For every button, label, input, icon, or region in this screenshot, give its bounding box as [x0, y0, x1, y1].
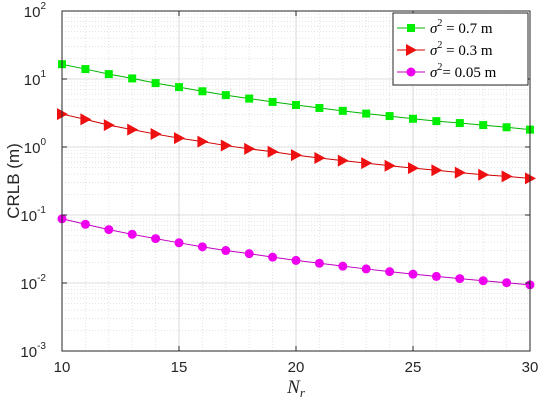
legend-label: σ2 = 0.3 m: [430, 40, 493, 59]
data-point: [197, 242, 207, 252]
data-point: [432, 117, 441, 126]
legend-marker: [406, 67, 416, 77]
legend-label: σ2 = 0.7 m: [430, 18, 493, 37]
data-point: [314, 151, 326, 164]
data-point: [408, 269, 418, 279]
data-point: [268, 252, 278, 262]
data-point: [198, 87, 207, 96]
legend-marker: [406, 44, 417, 56]
data-point: [431, 164, 443, 177]
series-1: [58, 60, 534, 134]
y-tick-label: 10-1: [20, 205, 46, 225]
data-point: [197, 135, 209, 148]
legend-entry: σ2 = 0.3 m: [397, 40, 493, 59]
data-point: [408, 162, 419, 175]
y-tick-label: 102: [24, 1, 47, 21]
data-point: [314, 258, 324, 268]
x-tick-labels: 10 15 20 25 30: [54, 11, 539, 376]
y-tick-labels: 10-3 10-2 10-1 100 101 102: [20, 1, 530, 361]
x-axis-label: Nr: [286, 377, 306, 400]
data-point: [361, 157, 373, 170]
data-point: [244, 142, 256, 155]
data-point: [338, 261, 348, 271]
data-point: [245, 94, 254, 103]
data-point: [267, 145, 279, 158]
data-point: [103, 119, 115, 132]
legend-marker: [407, 24, 415, 32]
data-point: [81, 65, 90, 74]
x-tick-label: 25: [405, 359, 422, 376]
data-point: [501, 170, 513, 183]
data-point: [478, 276, 488, 286]
data-point: [104, 225, 114, 235]
x-tick-label: 30: [522, 359, 539, 376]
data-point: [409, 114, 417, 123]
data-point: [384, 159, 396, 172]
y-tick-label: 10-3: [20, 341, 46, 361]
data-point: [128, 74, 137, 83]
data-point: [175, 83, 183, 92]
data-point: [221, 91, 230, 100]
data-point: [479, 121, 488, 130]
legend-box: [392, 12, 529, 86]
x-tick-label: 15: [171, 359, 188, 376]
data-point: [151, 79, 160, 88]
data-point: [174, 238, 184, 248]
data-point: [104, 70, 113, 79]
data-point: [220, 139, 232, 152]
data-point: [361, 264, 371, 274]
data-point: [221, 246, 231, 256]
data-point: [362, 109, 371, 118]
data-point: [291, 255, 301, 265]
data-point: [244, 249, 254, 259]
data-point: [174, 132, 185, 145]
legend: σ2 = 0.7 m σ2 = 0.3 m σ2= 0.05 m: [392, 12, 529, 86]
legend-label: σ2= 0.05 m: [430, 62, 497, 81]
data-point: [80, 113, 92, 126]
data-point: [127, 123, 139, 136]
data-point: [478, 168, 490, 181]
data-point: [502, 278, 512, 288]
data-point: [151, 234, 161, 244]
data-point: [127, 229, 137, 239]
data-point: [455, 274, 465, 284]
data-point: [292, 100, 300, 109]
data-point: [431, 271, 441, 281]
y-axis-label: CRLB (m): [4, 143, 23, 219]
series-2: [57, 108, 536, 185]
data-point: [338, 106, 347, 115]
x-tick-label: 10: [54, 359, 71, 376]
data-point: [502, 123, 511, 132]
data-point: [80, 219, 90, 229]
data-point: [291, 149, 302, 162]
series-3: [57, 214, 535, 290]
data-point: [385, 112, 394, 121]
data-point: [150, 128, 162, 141]
data-point: [337, 154, 349, 167]
data-point: [455, 119, 464, 128]
legend-entry: σ2 = 0.7 m: [397, 18, 493, 37]
y-tick-label: 100: [24, 137, 47, 157]
y-tick-label: 10-2: [20, 273, 46, 293]
data-point: [268, 97, 277, 106]
x-tick-label: 20: [288, 359, 305, 376]
data-point: [454, 166, 466, 179]
data-point: [385, 267, 395, 277]
y-tick-label: 101: [24, 69, 47, 89]
legend-entry: σ2= 0.05 m: [397, 62, 497, 81]
series-layer: [57, 60, 536, 290]
data-point: [315, 103, 324, 112]
